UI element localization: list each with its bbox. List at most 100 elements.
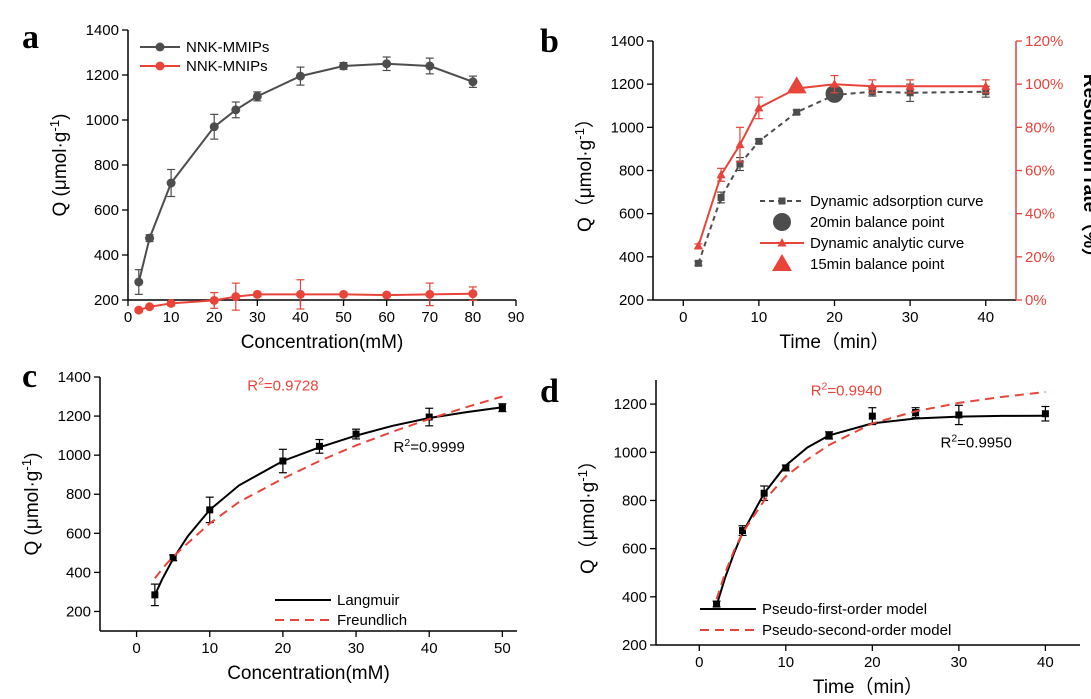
data-point [782,464,790,472]
y-axis-label-tail: ） [574,109,596,128]
data-point [166,178,176,188]
y-axis-label-main: Q (μmol·g [22,471,43,556]
data-point [382,59,392,69]
legend-marker [777,238,787,247]
series-20min-balance-point [825,84,844,103]
y-tick-label: 1400 [86,22,119,39]
y-tick-label: 600 [94,202,119,219]
y2-tick-label: 100% [1025,76,1063,93]
legend-marker [772,254,792,271]
data-point [252,289,262,299]
y-tick-label: 1200 [611,76,644,93]
data-point [736,160,744,168]
data-point [231,292,241,302]
r-squared-annotation-sup: 2 [951,432,957,444]
y-axis-label-sup: -1 [575,470,590,482]
y-tick-label: 200 [619,292,644,309]
data-point [868,412,876,420]
r-squared-annotation-main: R [940,434,951,451]
y-axis-label-main: Q（μmol·g [574,140,596,232]
legend-label: Freundlich [337,612,407,629]
legend-item: 20min balance point [773,213,945,231]
x-tick-label: 60 [378,309,395,326]
x-tick-label: 20 [864,654,881,671]
legend-label: Dynamic adsorption curve [810,193,983,210]
y-tick-label: 1400 [611,33,644,50]
series-pseudo-second-order-model [715,391,1046,600]
legend-marker [155,42,165,52]
y-tick-label: 800 [619,163,644,180]
y-tick-label: 200 [94,292,119,309]
x-axis-label: Concentration(mM) [241,332,404,353]
y-tick-label: 200 [622,637,647,654]
y-tick-label: 1200 [614,396,647,413]
data-point [252,91,262,101]
x-tick-label: 0 [679,309,687,326]
panel-a: a 0 10 20 30 40 50 60 70 80 90 200 400 600 800 1000 1200… [22,19,524,353]
y2-axis-label: Resolution rate（%） [1079,74,1091,267]
series-line [153,406,503,596]
x-tick-label: 20 [826,309,843,326]
data-point [209,122,219,132]
y-tick-label: 800 [622,492,647,509]
r-squared-annotation: R2=0.9728 [247,376,318,395]
x-tick-label: 40 [1037,654,1054,671]
panel-letter-a: a [22,19,39,56]
x-axis-label: Concentration(mM) [227,663,390,684]
data-point [793,108,801,116]
r-squared-annotation-sup: 2 [404,437,410,449]
x-tick-label: 0 [132,640,140,657]
y2-tick-label: 80% [1025,119,1055,136]
data-point [295,289,305,299]
y-axis-label-tail: ) [22,453,43,459]
series-nnk-mmips [134,56,478,295]
r-squared-annotation-sup: 2 [822,381,828,393]
legend-label: NNK-MNIPs [186,58,268,75]
panel-letter-b: b [540,23,559,60]
x-tick-label: 10 [163,309,180,326]
r-squared-annotation-main: R [247,378,258,395]
series-nnk-mnips [134,279,478,315]
data-point [166,298,176,308]
series-freundlich [154,395,503,579]
legend-marker [773,213,791,231]
data-point [867,81,877,90]
x-tick-label: 30 [348,640,365,657]
r-squared-annotation-main: R [811,383,822,400]
y-tick-label: 400 [94,247,119,264]
y-tick-label: 400 [619,249,644,266]
legend-item: 15min balance point [772,254,945,273]
r-squared-annotation-tail: =0.9940 [827,383,882,400]
y-axis-label: Q (μmol·g-1) [47,114,72,217]
y-axis-label: Q（μmol·g-1） [572,109,597,232]
x-tick-label: 50 [335,309,352,326]
y2-tick-label: 20% [1025,249,1055,266]
data-point [295,71,305,81]
legend-label: NNK-MMIPs [186,39,269,56]
data-point [145,233,155,243]
y-axis-label-tail: ) [50,114,71,120]
series-line [138,292,473,312]
legend-item: Dynamic analytic curve [760,235,964,252]
y-tick-label: 1400 [58,369,91,386]
legend-item: Pseudo-first-order model [700,601,927,618]
x-tick-label: 30 [249,309,266,326]
data-point [955,411,963,419]
x-tick-label: 0 [695,654,703,671]
y-axis-label-main: Q (μmol·g [50,132,71,217]
data-point [755,137,763,145]
data-point [231,105,241,115]
y-tick-label: 1200 [58,408,91,425]
r-squared-annotation-tail: =0.9728 [264,378,319,395]
y-axis-label: Q（μmol·g-1） [575,451,600,574]
data-point [145,302,155,312]
y-axis-label: Q (μmol·g-1) [19,453,44,556]
r-squared-annotation-tail: =0.9950 [957,434,1012,451]
x-tick-label: 30 [902,309,919,326]
legend-label: Pseudo-first-order model [762,601,927,618]
y-tick-label: 600 [66,525,91,542]
y-axis-label-sup: -1 [572,128,587,140]
data-point [981,81,991,90]
series-line [137,62,474,283]
